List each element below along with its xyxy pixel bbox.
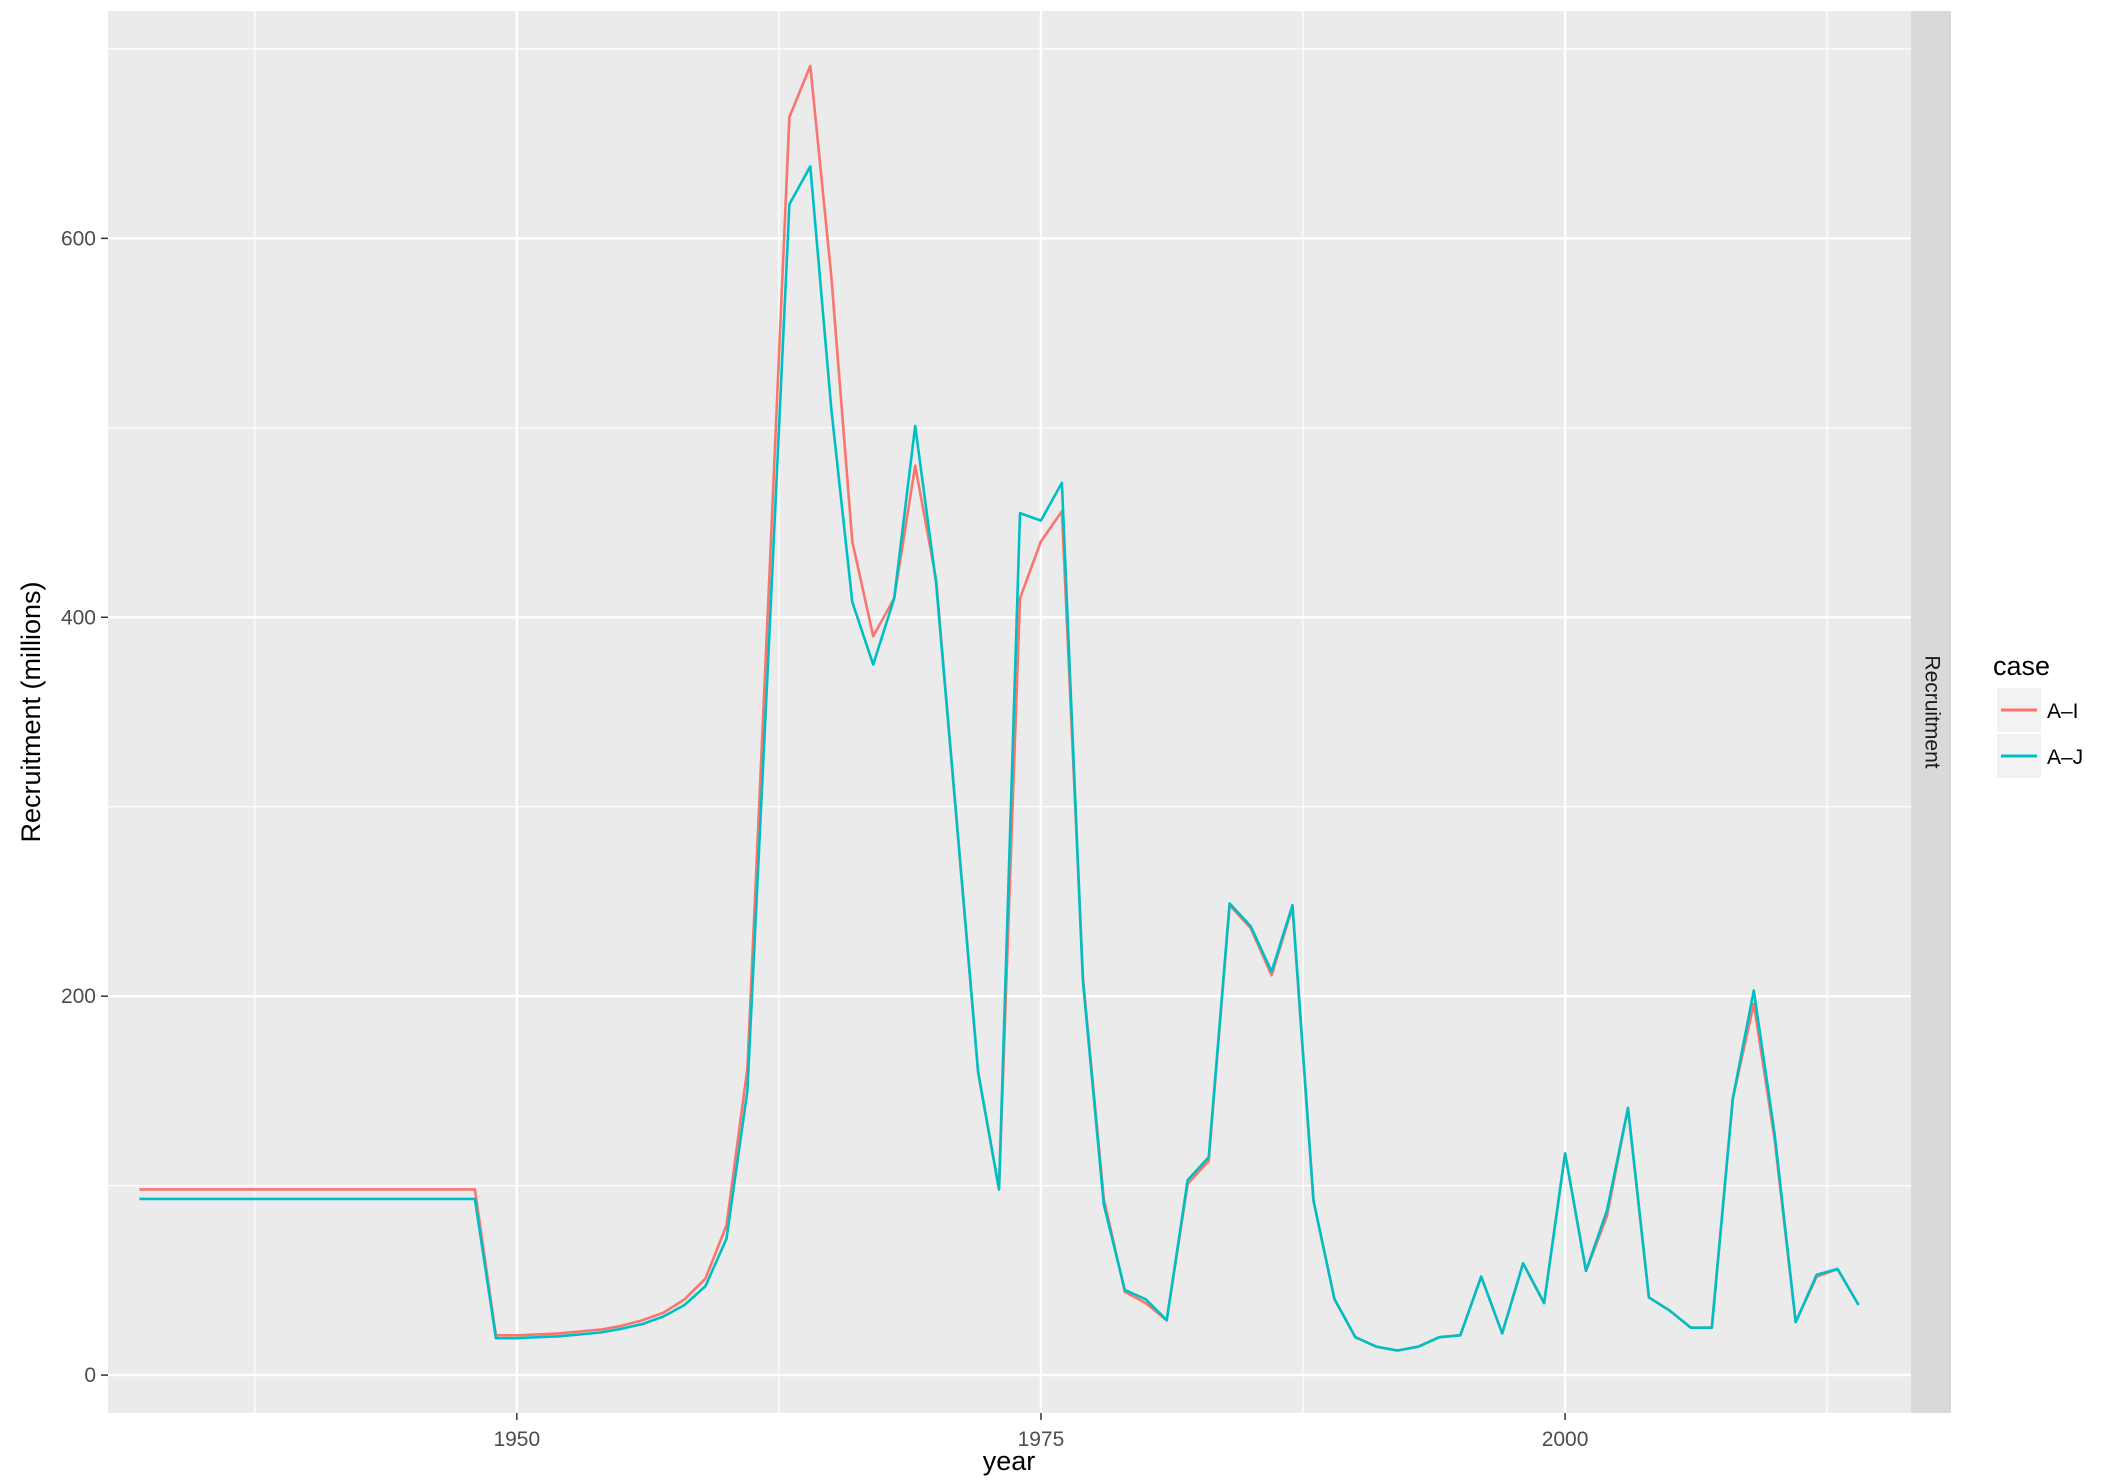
y-tick-label: 400 — [61, 606, 96, 629]
y-axis: 0 200 400 600 — [61, 227, 108, 1387]
x-axis-title: year — [983, 1446, 1036, 1476]
y-tick-label: 600 — [61, 227, 96, 250]
x-tick-label: 2000 — [1542, 1428, 1589, 1451]
y-tick-label: 200 — [61, 985, 96, 1008]
x-axis: 1950 1975 2000 — [493, 1413, 1588, 1451]
series-line-aj — [139, 165, 1860, 1352]
y-axis-title: Recruitment (millions) — [16, 581, 46, 842]
legend-title: case — [1993, 651, 2050, 681]
legend: case A–I A–J — [1993, 651, 2083, 778]
minor-gridlines — [108, 11, 1911, 1413]
x-tick-label: 1950 — [493, 1428, 540, 1451]
legend-label-a-i: A–I — [2047, 700, 2079, 723]
y-tick-label: 0 — [84, 1364, 96, 1387]
facet-strip — [1911, 11, 1951, 1413]
facet-strip-label: Recruitment — [1920, 655, 1943, 768]
series-lines — [139, 64, 1860, 1352]
legend-label-a-j: A–J — [2047, 746, 2083, 769]
major-gridlines — [108, 11, 1911, 1413]
x-tick-label: 1975 — [1018, 1428, 1065, 1451]
panel-background — [108, 11, 1911, 1413]
